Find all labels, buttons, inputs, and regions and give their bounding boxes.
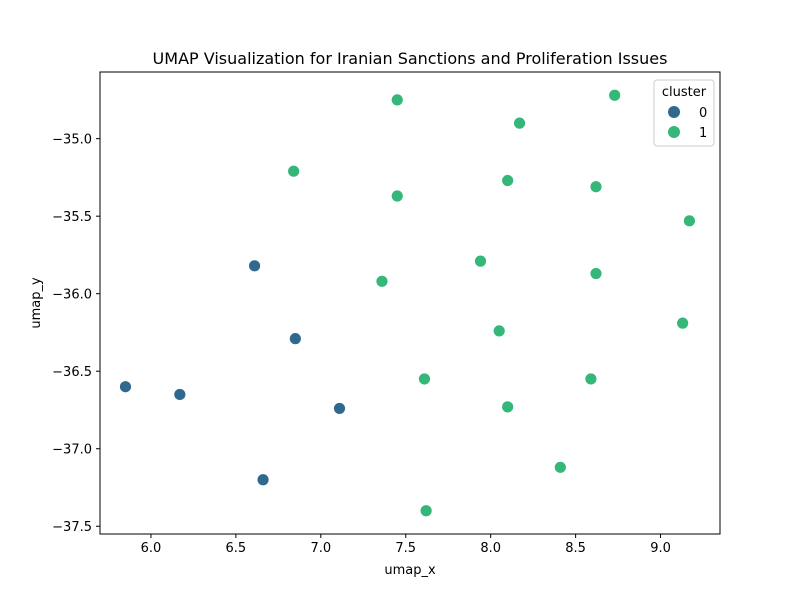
point-cluster-1 bbox=[390, 189, 404, 203]
point-cluster-1 bbox=[492, 324, 506, 338]
y-tick-label: −35.5 bbox=[52, 210, 92, 225]
point-cluster-1 bbox=[390, 93, 404, 107]
y-axis-ticks: −35.0 −35.5 −36.0 −36.5 −37.0 −37.5 bbox=[52, 133, 100, 535]
point-cluster-1 bbox=[474, 254, 487, 268]
y-tick-label: −37.5 bbox=[52, 520, 92, 535]
x-tick-label: 7.0 bbox=[310, 541, 331, 556]
legend-marker-0 bbox=[668, 106, 680, 118]
point-cluster-0 bbox=[119, 380, 132, 394]
point-cluster-1 bbox=[287, 164, 301, 178]
legend-label-1: 1 bbox=[699, 126, 707, 141]
point-cluster-1 bbox=[553, 460, 567, 474]
legend-marker-1 bbox=[668, 126, 680, 138]
y-tick-label: −35.0 bbox=[52, 133, 92, 148]
point-cluster-0 bbox=[173, 388, 187, 401]
x-axis-label: umap_x bbox=[384, 563, 436, 578]
x-tick-label: 8.0 bbox=[480, 541, 501, 556]
x-tick-label: 7.5 bbox=[395, 541, 416, 556]
point-cluster-1 bbox=[676, 316, 690, 330]
point-cluster-1 bbox=[589, 267, 603, 280]
point-cluster-1 bbox=[608, 88, 622, 102]
y-tick-label: −36.5 bbox=[52, 365, 92, 380]
y-tick-label: −36.0 bbox=[52, 288, 92, 303]
point-cluster-0 bbox=[248, 259, 261, 273]
axes-frame bbox=[99, 71, 721, 535]
x-axis-ticks: 6.0 6.5 7.0 7.5 8.0 8.5 9.0 bbox=[141, 534, 671, 556]
point-cluster-1 bbox=[375, 274, 389, 288]
y-tick-label: −37.0 bbox=[52, 443, 92, 458]
legend-title: cluster bbox=[662, 85, 707, 100]
x-tick-label: 6.0 bbox=[141, 541, 162, 556]
point-cluster-1 bbox=[683, 214, 696, 228]
point-cluster-1 bbox=[589, 180, 603, 194]
x-tick-label: 9.0 bbox=[650, 541, 671, 556]
point-cluster-0 bbox=[288, 332, 302, 346]
x-tick-label: 8.5 bbox=[565, 541, 586, 556]
point-cluster-1 bbox=[513, 116, 526, 130]
legend-label-0: 0 bbox=[699, 106, 707, 121]
y-axis-label: umap_y bbox=[29, 277, 44, 329]
data-points bbox=[119, 88, 696, 518]
legend: cluster 0 1 bbox=[653, 79, 715, 147]
point-cluster-1 bbox=[418, 372, 431, 386]
point-cluster-0 bbox=[333, 402, 346, 415]
point-cluster-1 bbox=[419, 504, 433, 518]
chart-title: UMAP Visualization for Iranian Sanctions… bbox=[153, 49, 668, 68]
point-cluster-0 bbox=[256, 473, 270, 487]
point-cluster-1 bbox=[584, 372, 598, 386]
point-cluster-1 bbox=[501, 400, 515, 414]
x-tick-label: 6.5 bbox=[226, 541, 247, 556]
point-cluster-1 bbox=[501, 174, 515, 187]
